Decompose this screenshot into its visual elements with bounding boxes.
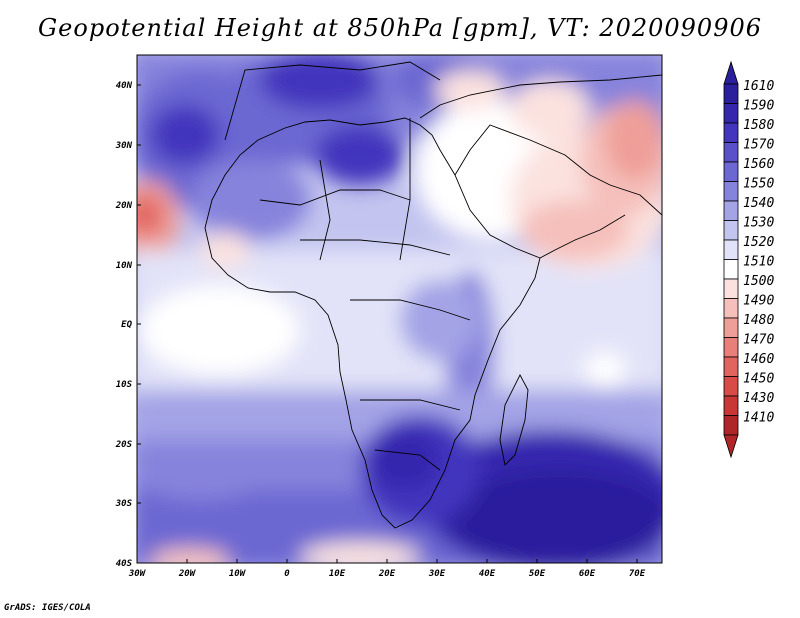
lon-tick-label: 10W [229,569,247,579]
lon-tick-label: 30W [128,569,147,579]
lat-tick-label: EQ [121,320,132,330]
lon-axis: 30W 20W 10W 0 10E 20E 30E 40E 50E 60E 70… [128,559,646,579]
colorbar-swatch [723,376,739,397]
colorbar-level-label: 1530 [743,216,774,231]
lon-tick-label: 60E [579,569,596,579]
colorbar-level-label: 1610 [743,79,774,94]
colorbar-swatch [723,317,739,338]
colorbar-swatch [723,200,739,221]
lat-tick-label: 20N [115,201,133,211]
geopotential-field [137,55,662,563]
colorbar: 1610 1590 1580 1570 1560 1550 1540 1530 1520 1510… [723,60,774,459]
lat-tick-label: 20S [115,440,133,450]
lon-tick-label: 20E [378,569,396,579]
lat-tick-label: 30N [115,141,133,151]
colorbar-level-label: 1580 [743,118,774,133]
map-frame [136,54,663,564]
colorbar-level-label: 1560 [743,157,774,172]
colorbar-level-label: 1480 [743,313,774,328]
colorbar-arrow-bottom [723,434,739,459]
colorbar-swatch [723,395,739,416]
colorbar-level-label: 1470 [743,333,774,348]
chart-title: Geopotential Height at 850hPa [gpm], VT:… [38,14,762,42]
colorbar-swatch [723,142,739,163]
coastlines [204,61,662,529]
lon-tick-label: 20W [178,569,197,579]
lon-tick-label: 30E [428,569,446,579]
lat-tick-label: 10N [116,261,133,271]
colorbar-level-label: 1540 [743,196,774,211]
lon-tick-label: 70E [629,569,646,579]
colorbar-level-label: 1460 [743,352,774,367]
colorbar-swatch [723,278,739,299]
lon-tick-label: 50E [529,569,546,579]
lon-tick-label: 10E [329,569,346,579]
colorbar-level-label: 1520 [743,235,774,250]
colorbar-level-label: 1500 [743,274,774,289]
lat-axis: 40N 30N 20N 10N EQ 10S 20S 30S 40S [115,81,141,569]
colorbar-level-label: 1570 [743,138,774,153]
lat-tick-label: 40N [116,81,133,91]
colorbar-swatch [723,83,739,104]
colorbar-swatch [723,181,739,202]
colorbar-swatch [723,161,739,182]
lat-tick-label: 30S [115,499,133,509]
lat-tick-label: 40S [116,559,133,569]
colorbar-swatch [723,103,739,124]
lon-tick-label: 40E [479,569,496,579]
colorbar-swatch [723,415,739,436]
colorbar-arrow-top [723,60,739,85]
colorbar-level-label: 1550 [743,177,774,192]
lat-tick-label: 10S [116,380,133,390]
colorbar-swatch [723,298,739,319]
grads-credit: GrADS: IGES/COLA [4,603,91,613]
colorbar-level-label: 1430 [743,391,774,406]
colorbar-level-label: 1450 [743,372,774,387]
colorbar-swatch [723,259,739,280]
colorbar-level-label: 1490 [743,294,774,309]
colorbar-swatch [723,220,739,241]
lon-tick-label: 0 [284,569,290,579]
colorbar-swatch [723,239,739,260]
colorbar-swatch [723,337,739,358]
colorbar-swatch [723,122,739,143]
colorbar-level-label: 1510 [743,255,774,270]
colorbar-swatch [723,356,739,377]
colorbar-level-label: 1410 [743,411,774,426]
colorbar-level-label: 1590 [743,99,774,114]
